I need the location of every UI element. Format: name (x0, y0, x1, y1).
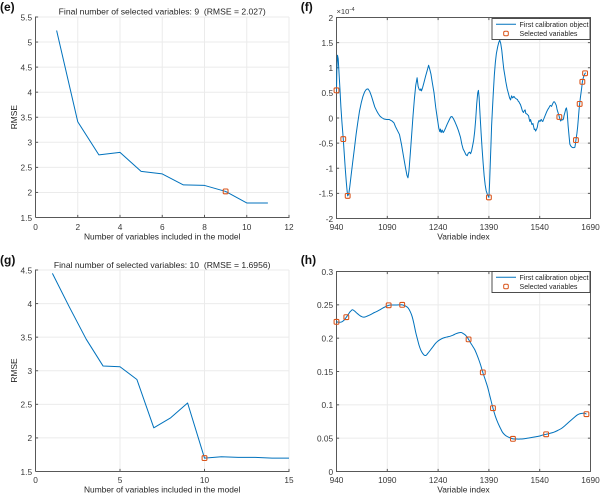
svg-text:(e): (e) (0, 0, 15, 14)
svg-text:940: 940 (330, 222, 344, 232)
svg-text:0.15: 0.15 (317, 367, 334, 377)
svg-text:1690: 1690 (581, 222, 600, 232)
svg-text:8: 8 (202, 222, 207, 232)
svg-text:12: 12 (284, 222, 294, 232)
svg-text:1540: 1540 (530, 222, 549, 232)
svg-text:5.5: 5.5 (21, 12, 33, 22)
svg-text:2.5: 2.5 (21, 163, 33, 173)
svg-text:1690: 1690 (581, 475, 600, 485)
svg-text:5: 5 (27, 37, 32, 47)
svg-text:1390: 1390 (480, 475, 499, 485)
svg-text:First calibration object: First calibration object (520, 274, 589, 282)
svg-text:0.2: 0.2 (322, 333, 334, 343)
svg-text:1.5: 1.5 (21, 467, 33, 477)
svg-text:10: 10 (242, 222, 252, 232)
svg-text:1090: 1090 (378, 222, 397, 232)
svg-text:4: 4 (118, 222, 123, 232)
svg-text:RMSE: RMSE (9, 358, 19, 383)
svg-text:10: 10 (200, 475, 210, 485)
svg-text:0: 0 (33, 475, 38, 485)
svg-text:Selected variables: Selected variables (520, 30, 578, 38)
svg-text:(h): (h) (301, 253, 316, 267)
svg-text:Number of variables included i: Number of variables included in the mode… (84, 232, 241, 242)
svg-text:940: 940 (330, 475, 344, 485)
svg-text:3: 3 (27, 366, 32, 376)
svg-text:Selected variables: Selected variables (520, 283, 578, 291)
svg-text:2: 2 (328, 13, 333, 23)
svg-text:0.1: 0.1 (322, 400, 334, 410)
svg-text:0.5: 0.5 (322, 88, 334, 98)
svg-text:1.5: 1.5 (322, 38, 334, 48)
svg-text:1240: 1240 (429, 222, 448, 232)
svg-text:×10-4: ×10-4 (337, 7, 356, 16)
svg-text:1240: 1240 (429, 475, 448, 485)
svg-text:1090: 1090 (378, 475, 397, 485)
svg-text:4: 4 (27, 87, 32, 97)
svg-text:Number of variables included i: Number of variables included in the mode… (84, 485, 241, 495)
svg-text:RMSE: RMSE (9, 105, 19, 130)
svg-text:3.5: 3.5 (21, 113, 33, 123)
svg-text:-0.5: -0.5 (319, 138, 334, 148)
svg-text:First calibration object: First calibration object (520, 21, 589, 29)
svg-text:3: 3 (27, 138, 32, 148)
svg-text:5: 5 (118, 475, 123, 485)
svg-text:Final number of selected varia: Final number of selected variables: 9 (R… (59, 7, 266, 17)
svg-text:0.25: 0.25 (317, 300, 334, 310)
svg-text:(g): (g) (0, 253, 15, 267)
svg-text:Variable index: Variable index (437, 232, 490, 242)
svg-text:0: 0 (33, 222, 38, 232)
svg-text:0.05: 0.05 (317, 433, 334, 443)
svg-text:(f): (f) (301, 0, 313, 14)
svg-text:1: 1 (328, 63, 333, 73)
svg-text:4.5: 4.5 (21, 265, 33, 275)
svg-text:0: 0 (328, 113, 333, 123)
svg-text:0: 0 (328, 467, 333, 477)
svg-text:Final number of selected varia: Final number of selected variables: 10 (… (54, 260, 271, 270)
svg-text:2: 2 (75, 222, 80, 232)
svg-text:1.5: 1.5 (21, 213, 33, 223)
svg-text:0.3: 0.3 (322, 267, 334, 277)
svg-text:-2: -2 (326, 214, 334, 224)
svg-text:-1: -1 (326, 164, 334, 174)
svg-text:1390: 1390 (480, 222, 499, 232)
svg-text:2.5: 2.5 (21, 400, 33, 410)
svg-text:Variable index: Variable index (437, 485, 490, 495)
svg-text:15: 15 (284, 475, 294, 485)
svg-text:4.5: 4.5 (21, 62, 33, 72)
svg-text:2: 2 (27, 188, 32, 198)
svg-text:1540: 1540 (530, 475, 549, 485)
svg-text:3.5: 3.5 (21, 332, 33, 342)
svg-text:4: 4 (27, 299, 32, 309)
svg-text:2: 2 (27, 433, 32, 443)
svg-text:-1.5: -1.5 (319, 189, 334, 199)
svg-text:6: 6 (160, 222, 165, 232)
